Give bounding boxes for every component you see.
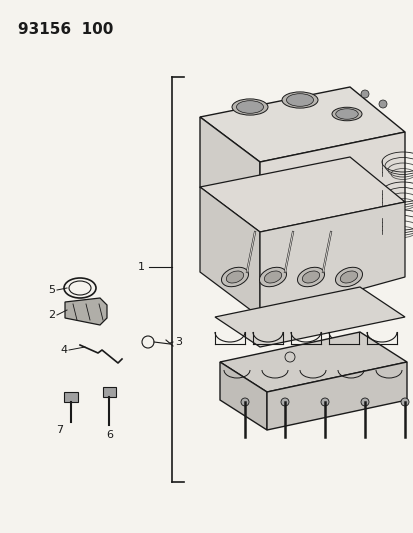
Circle shape — [360, 398, 368, 406]
Circle shape — [280, 398, 288, 406]
Text: 3: 3 — [175, 337, 182, 347]
Ellipse shape — [226, 271, 243, 283]
Text: 4: 4 — [61, 345, 68, 355]
Circle shape — [378, 100, 386, 108]
Polygon shape — [199, 87, 404, 162]
Text: 93156  100: 93156 100 — [18, 22, 113, 37]
Circle shape — [360, 90, 368, 98]
FancyBboxPatch shape — [103, 387, 116, 397]
Polygon shape — [266, 362, 406, 430]
FancyBboxPatch shape — [64, 392, 78, 402]
Circle shape — [240, 398, 248, 406]
Ellipse shape — [231, 99, 267, 115]
Polygon shape — [199, 117, 259, 232]
Ellipse shape — [339, 271, 357, 283]
Ellipse shape — [236, 101, 263, 114]
Text: 2: 2 — [48, 310, 55, 320]
Ellipse shape — [335, 109, 357, 119]
Polygon shape — [259, 202, 404, 317]
Ellipse shape — [335, 267, 362, 287]
Ellipse shape — [259, 267, 286, 287]
Ellipse shape — [221, 267, 248, 287]
Polygon shape — [219, 362, 266, 430]
Text: 5: 5 — [48, 285, 55, 295]
Ellipse shape — [331, 107, 361, 121]
Ellipse shape — [281, 92, 317, 108]
Polygon shape — [199, 187, 259, 317]
Circle shape — [400, 398, 408, 406]
Polygon shape — [199, 157, 404, 232]
Polygon shape — [65, 298, 107, 325]
Text: 7: 7 — [56, 425, 64, 435]
Polygon shape — [259, 132, 404, 232]
Text: 6: 6 — [106, 430, 113, 440]
Ellipse shape — [263, 271, 281, 283]
Circle shape — [320, 398, 328, 406]
Polygon shape — [214, 287, 404, 347]
Polygon shape — [219, 332, 406, 392]
Text: 1: 1 — [138, 262, 145, 271]
Ellipse shape — [301, 271, 319, 283]
Ellipse shape — [286, 94, 313, 106]
Ellipse shape — [297, 267, 324, 287]
